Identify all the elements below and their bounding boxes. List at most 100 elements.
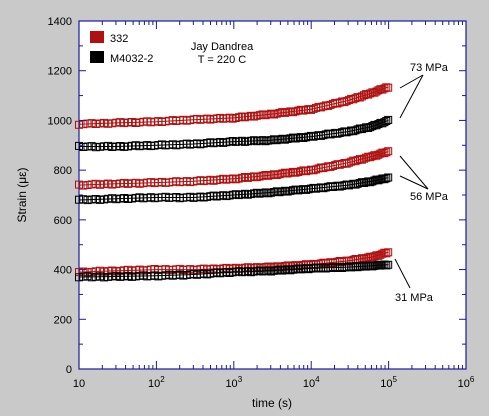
axes: 0 200 400 600 800 1000 1200 1400 10 102 103 104 105 1…	[48, 16, 475, 390]
data-point	[261, 111, 270, 120]
data-point	[294, 133, 303, 142]
data-point	[261, 188, 270, 197]
y-tick-label: 1400	[48, 16, 72, 28]
data-point	[280, 168, 289, 177]
data-point	[286, 107, 295, 116]
data-point	[275, 188, 284, 197]
data-point	[267, 109, 276, 118]
data-point	[366, 261, 375, 270]
data-point	[280, 186, 289, 195]
data-point	[362, 178, 371, 187]
data-point	[291, 185, 300, 194]
data-point	[79, 195, 88, 204]
data-point	[269, 188, 278, 196]
data-point	[384, 83, 393, 92]
data-point	[296, 105, 305, 114]
x-tick-label: 106	[458, 375, 475, 390]
annotation: Jay Dandrea T = 220 C	[191, 41, 254, 66]
data-point	[249, 172, 258, 181]
data-point	[296, 265, 305, 274]
data-point	[360, 261, 368, 270]
data-point	[384, 260, 393, 269]
data-point	[258, 136, 267, 145]
data-point	[289, 265, 297, 274]
data-point	[83, 119, 92, 128]
data-point	[91, 143, 100, 152]
data-point	[83, 142, 92, 151]
data-point	[83, 196, 92, 205]
data-point	[299, 134, 308, 142]
data-point	[278, 187, 287, 196]
data-point	[286, 266, 295, 275]
data-point	[299, 264, 308, 273]
data-point	[291, 107, 300, 116]
data-point	[362, 262, 371, 271]
data-point	[364, 177, 373, 186]
data-point	[255, 172, 264, 181]
data-point	[384, 147, 393, 156]
data-point	[351, 94, 360, 103]
arrow-56-upper	[399, 155, 429, 190]
y-tick-label: 400	[54, 265, 72, 277]
data-point	[87, 267, 96, 276]
stress-label-56: 56 MPa	[410, 191, 449, 203]
arrow-31	[394, 258, 411, 289]
data-point	[280, 135, 289, 144]
data-point	[357, 178, 366, 187]
data-point	[364, 253, 373, 262]
data-point	[91, 179, 100, 188]
data-point	[79, 267, 88, 276]
data-point	[249, 112, 258, 121]
data-point	[261, 171, 270, 179]
data-point	[269, 170, 278, 179]
data-point	[360, 124, 368, 133]
x-tick-label: 10	[73, 378, 85, 390]
data-point	[96, 119, 104, 128]
data-point	[382, 261, 391, 270]
data-point	[91, 272, 100, 281]
data-point	[75, 273, 83, 282]
data-point	[91, 195, 100, 203]
data-point	[275, 265, 284, 274]
data-point	[272, 187, 281, 196]
data-point	[294, 168, 303, 176]
x-axis-label: time (s)	[252, 396, 292, 410]
data-point	[104, 141, 113, 150]
data-marks	[75, 83, 393, 282]
annotation-temperature: T = 220 C	[198, 54, 246, 66]
data-point	[351, 157, 360, 166]
data-point	[96, 266, 104, 275]
data-point	[272, 109, 281, 118]
legend-label-332: 332	[110, 33, 128, 45]
data-point	[291, 168, 300, 177]
data-point	[278, 134, 287, 143]
data-point	[75, 180, 83, 189]
stress-callouts: 73 MPa 56 MPa 31 MPa	[394, 62, 449, 304]
data-point	[252, 188, 261, 197]
data-point	[269, 266, 278, 275]
data-point	[261, 267, 270, 275]
data-point	[83, 272, 92, 281]
data-point	[384, 115, 393, 124]
data-point	[264, 189, 273, 198]
data-point	[258, 189, 267, 198]
data-point	[261, 137, 270, 146]
data-point	[87, 119, 96, 128]
data-point	[278, 266, 287, 275]
data-point	[79, 181, 88, 190]
data-point	[258, 110, 267, 119]
y-tick-label: 1000	[48, 115, 72, 127]
data-point	[79, 143, 88, 151]
y-tick-label: 200	[54, 314, 72, 326]
data-point	[249, 136, 258, 145]
data-point	[296, 185, 305, 194]
data-point	[291, 134, 300, 143]
legend-label-m4032: M4032-2	[110, 53, 153, 65]
data-point	[294, 106, 303, 115]
data-point	[255, 111, 264, 120]
data-point	[283, 169, 292, 178]
data-point	[104, 272, 113, 281]
data-point	[357, 92, 366, 101]
data-point	[286, 186, 295, 195]
